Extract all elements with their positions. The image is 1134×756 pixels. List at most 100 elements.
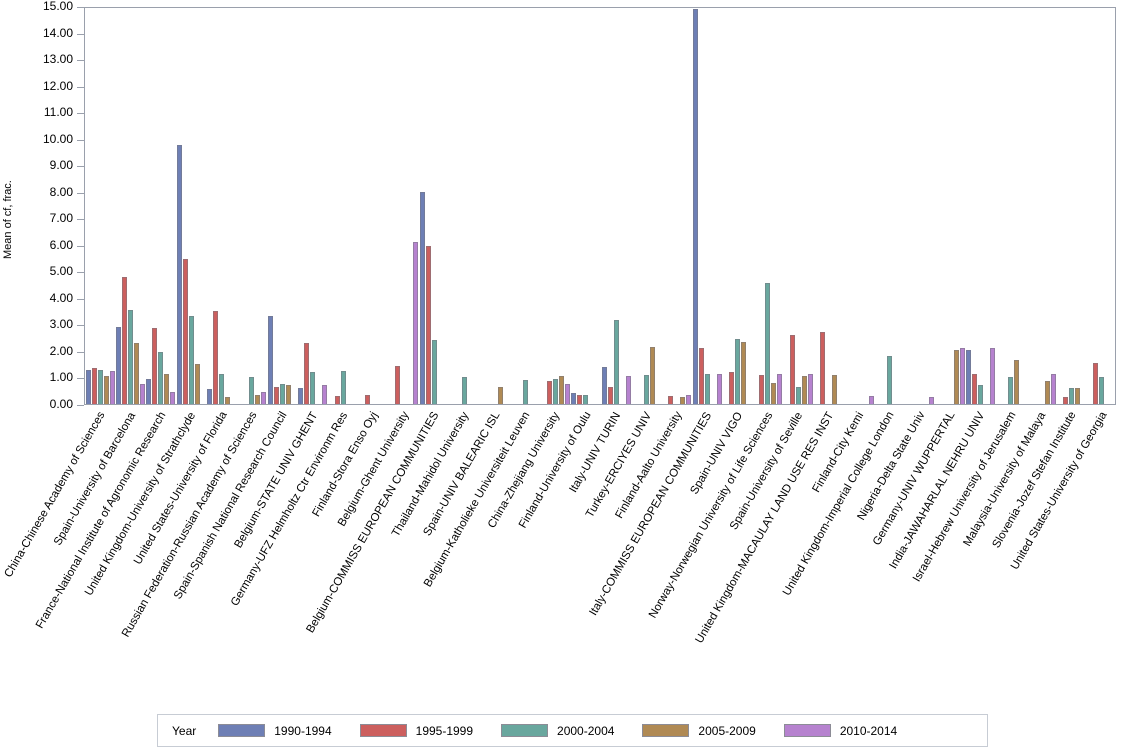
bar[interactable]	[546, 381, 552, 404]
bar[interactable]	[989, 348, 995, 404]
bar[interactable]	[577, 394, 583, 404]
bar[interactable]	[564, 384, 570, 404]
bar[interactable]	[364, 394, 370, 404]
bar[interactable]	[668, 396, 674, 404]
bar[interactable]	[116, 327, 122, 404]
bar[interactable]	[207, 389, 213, 404]
bar[interactable]	[571, 393, 577, 404]
bar[interactable]	[1014, 360, 1020, 404]
bar[interactable]	[692, 8, 698, 404]
bar[interactable]	[85, 369, 91, 404]
legend-item[interactable]: 2000-2004	[501, 724, 614, 738]
bar[interactable]	[953, 349, 959, 404]
bar[interactable]	[413, 242, 419, 404]
bar[interactable]	[801, 376, 807, 404]
bar[interactable]	[832, 374, 838, 404]
bar[interactable]	[777, 373, 783, 404]
bar[interactable]	[765, 283, 771, 404]
bar[interactable]	[1099, 377, 1105, 404]
bar[interactable]	[607, 386, 613, 404]
legend-item[interactable]: 2005-2009	[642, 724, 756, 738]
bar[interactable]	[613, 320, 619, 404]
bar[interactable]	[771, 382, 777, 404]
bar[interactable]	[285, 385, 291, 404]
bar[interactable]	[965, 349, 971, 404]
bar[interactable]	[868, 396, 874, 404]
bar[interactable]	[419, 191, 425, 404]
bar[interactable]	[304, 342, 310, 404]
bar[interactable]	[789, 335, 795, 404]
bar[interactable]	[146, 378, 152, 404]
bar[interactable]	[795, 386, 801, 404]
bar[interactable]	[644, 374, 650, 404]
bar[interactable]	[698, 348, 704, 404]
bar[interactable]	[1093, 362, 1099, 404]
bar[interactable]	[820, 332, 826, 404]
bar[interactable]	[1068, 388, 1074, 404]
bar[interactable]	[213, 311, 219, 404]
bar[interactable]	[759, 374, 765, 404]
bar[interactable]	[461, 377, 467, 404]
bar[interactable]	[225, 397, 231, 404]
legend-item[interactable]: 1990-1994	[218, 724, 332, 738]
bar[interactable]	[959, 348, 965, 404]
bar[interactable]	[182, 259, 188, 404]
bar[interactable]	[971, 373, 977, 404]
bar[interactable]	[164, 373, 170, 404]
bar[interactable]	[279, 384, 285, 404]
bar[interactable]	[267, 316, 273, 404]
bar[interactable]	[601, 366, 607, 404]
bar[interactable]	[122, 276, 128, 404]
bar[interactable]	[103, 376, 109, 404]
bar[interactable]	[91, 368, 97, 404]
bar[interactable]	[680, 397, 686, 404]
bar[interactable]	[158, 352, 164, 404]
bar[interactable]	[273, 386, 279, 404]
bar[interactable]	[261, 392, 267, 404]
bar[interactable]	[807, 373, 813, 404]
bar[interactable]	[498, 386, 504, 404]
bar[interactable]	[140, 384, 146, 404]
bar[interactable]	[322, 385, 328, 404]
bar[interactable]	[558, 376, 564, 404]
bar[interactable]	[886, 356, 892, 404]
bar[interactable]	[194, 364, 200, 404]
bar[interactable]	[552, 378, 558, 404]
bar[interactable]	[1074, 388, 1080, 404]
bar[interactable]	[650, 346, 656, 404]
bar[interactable]	[255, 394, 261, 404]
bar[interactable]	[134, 342, 140, 404]
bar[interactable]	[170, 392, 176, 404]
bar[interactable]	[395, 365, 401, 404]
bar[interactable]	[735, 339, 741, 404]
legend-item[interactable]: 2010-2014	[783, 724, 897, 738]
bar[interactable]	[977, 385, 983, 404]
bar[interactable]	[625, 376, 631, 404]
bar[interactable]	[310, 372, 316, 404]
bar[interactable]	[704, 373, 710, 404]
bar[interactable]	[929, 397, 935, 404]
bar[interactable]	[97, 369, 103, 404]
legend-item[interactable]: 1995-1999	[359, 724, 473, 738]
bar[interactable]	[741, 341, 747, 404]
bar[interactable]	[1050, 373, 1056, 404]
bar[interactable]	[431, 340, 437, 404]
bar[interactable]	[219, 373, 225, 404]
bar[interactable]	[152, 328, 158, 404]
bar[interactable]	[522, 380, 528, 404]
bar[interactable]	[1044, 381, 1050, 404]
bar[interactable]	[1062, 397, 1068, 404]
bar[interactable]	[425, 246, 431, 404]
bar[interactable]	[188, 316, 194, 404]
bar[interactable]	[176, 145, 182, 404]
bar[interactable]	[249, 377, 255, 404]
bar[interactable]	[729, 372, 735, 404]
bar[interactable]	[128, 309, 134, 404]
bar[interactable]	[583, 394, 589, 404]
bar[interactable]	[334, 396, 340, 404]
bar[interactable]	[109, 370, 115, 404]
bar[interactable]	[298, 388, 304, 404]
bar[interactable]	[686, 394, 692, 404]
bar[interactable]	[340, 370, 346, 404]
bar[interactable]	[1008, 377, 1014, 404]
